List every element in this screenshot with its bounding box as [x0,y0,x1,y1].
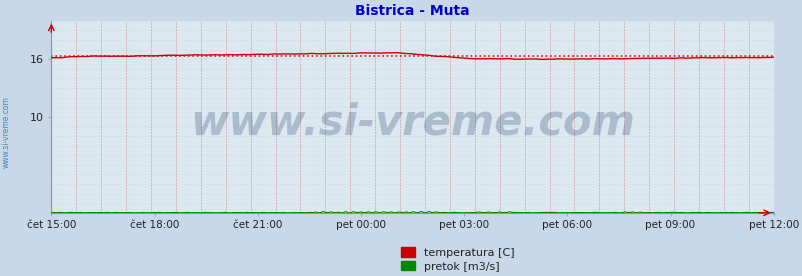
Text: www.si-vreme.com: www.si-vreme.com [2,97,11,168]
Title: Bistrica - Muta: Bistrica - Muta [354,4,469,18]
Legend: temperatura [C], pretok [m3/s]: temperatura [C], pretok [m3/s] [396,243,518,276]
Text: www.si-vreme.com: www.si-vreme.com [190,102,634,144]
